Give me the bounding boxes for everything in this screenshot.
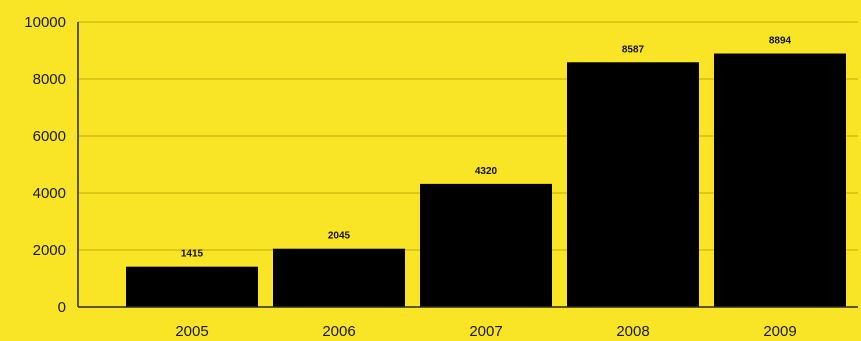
data-label-2005: 1415 <box>181 249 204 260</box>
bar-2006 <box>273 248 405 307</box>
data-labels: 1415 2045 4320 8587 8894 <box>181 36 792 260</box>
x-tick-label-2006: 2006 <box>322 323 355 340</box>
data-label-2009: 8894 <box>769 36 792 47</box>
axes <box>77 22 858 308</box>
y-tick-label-0: 0 <box>58 299 66 316</box>
bar-2005 <box>126 266 258 307</box>
data-label-2008: 8587 <box>622 44 645 55</box>
y-tick-labels: 0 2000 4000 6000 8000 10000 <box>24 14 66 316</box>
y-tick-label-2000: 2000 <box>33 242 66 259</box>
x-tick-label-2005: 2005 <box>175 323 208 340</box>
bars <box>126 53 846 308</box>
y-tick-label-4000: 4000 <box>33 185 66 202</box>
bar-2009 <box>714 53 846 308</box>
x-tick-label-2009: 2009 <box>763 323 796 340</box>
y-tick-label-6000: 6000 <box>33 128 66 145</box>
data-label-2006: 2045 <box>328 231 351 242</box>
bar-2007 <box>420 183 552 307</box>
x-tick-label-2008: 2008 <box>616 323 649 340</box>
y-tick-label-8000: 8000 <box>33 71 66 88</box>
x-tick-labels: 2005 2006 2007 2008 2009 <box>175 323 796 340</box>
data-label-2007: 4320 <box>475 166 498 177</box>
bar-2008 <box>567 62 699 307</box>
y-tick-label-10000: 10000 <box>24 14 66 31</box>
x-tick-label-2007: 2007 <box>469 323 502 340</box>
